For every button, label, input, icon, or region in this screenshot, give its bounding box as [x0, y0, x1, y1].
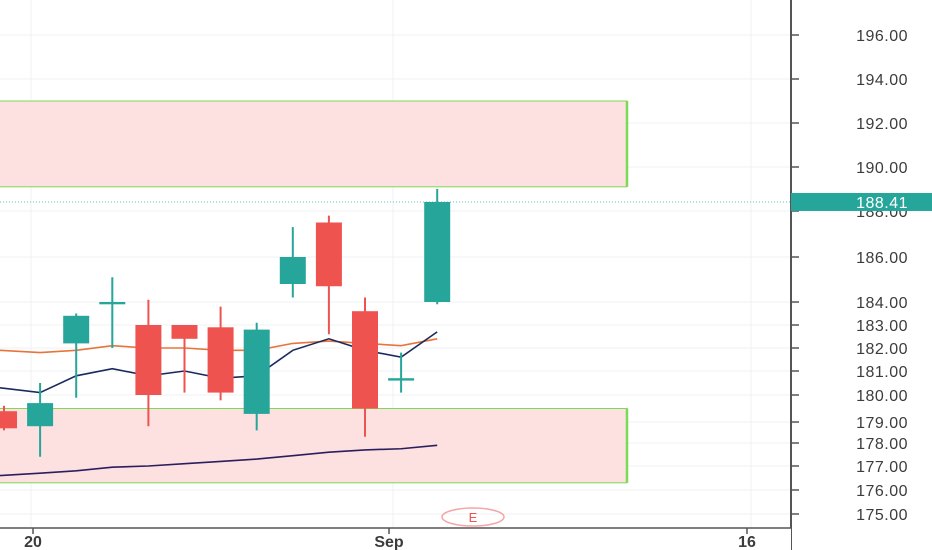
time-axis-bg — [0, 528, 791, 550]
price-tick-label-10: 180.00 — [856, 388, 908, 405]
candle-4 — [135, 299, 162, 427]
price-tick-label-12: 178.00 — [856, 436, 908, 453]
last-price-label: 188.41 — [856, 195, 908, 212]
price-tick-label-5: 186.00 — [856, 250, 908, 267]
candle-body-2 — [63, 315, 90, 344]
price-axis[interactable]: 196.00194.00192.00190.00188.00186.00184.… — [790, 0, 932, 550]
zone-0 — [0, 100, 628, 188]
price-tick-label-11: 179.00 — [856, 415, 908, 432]
candle-body-3 — [99, 302, 126, 305]
ma-long-line — [0, 444, 438, 477]
price-tick-label-6: 184.00 — [856, 295, 908, 312]
last-price-badge — [791, 192, 932, 211]
time-tick-label-0: 20 — [24, 534, 42, 550]
time-axis[interactable]: 20 Sep 16 — [0, 527, 791, 550]
candle-body-8 — [279, 257, 306, 284]
candle-body-0 — [0, 411, 17, 429]
candle-7 — [243, 322, 270, 431]
time-tick-label-2: 16 — [738, 534, 756, 550]
candle-body-12 — [424, 201, 451, 302]
price-tick-label-0: 196.00 — [856, 28, 908, 45]
candle-body-5 — [171, 325, 198, 339]
price-tick-label-1: 194.00 — [856, 72, 908, 89]
candle-body-9 — [315, 222, 342, 287]
candle-body-4 — [135, 325, 162, 395]
candle-0 — [0, 405, 17, 431]
event-marker-badge — [441, 507, 505, 527]
candle-5 — [171, 325, 198, 393]
candle-1 — [27, 383, 54, 457]
candle-6 — [207, 306, 234, 401]
price-tick-label-3: 190.00 — [856, 160, 908, 177]
candle-body-7 — [243, 329, 270, 414]
candle-body-6 — [207, 327, 234, 393]
candle-3 — [99, 277, 126, 348]
price-tick-label-2: 192.00 — [856, 116, 908, 133]
price-tick-label-15: 175.00 — [856, 507, 908, 524]
price-tick-label-9: 181.00 — [856, 364, 908, 381]
price-tick-label-13: 177.00 — [856, 459, 908, 476]
price-axis-bg — [791, 0, 932, 550]
candle-body-1 — [27, 403, 54, 427]
candle-2 — [63, 313, 90, 398]
time-tick-label-1: Sep — [374, 534, 404, 550]
price-tick-label-14: 176.00 — [856, 483, 908, 500]
candle-11 — [388, 352, 415, 393]
price-tick-label-7: 183.00 — [856, 318, 908, 335]
candle-8 — [279, 227, 306, 298]
candle-body-11 — [388, 378, 415, 381]
candle-body-10 — [352, 311, 378, 409]
candle-10 — [352, 297, 378, 437]
candle-9 — [315, 215, 342, 335]
price-tick-label-8: 182.00 — [856, 341, 908, 358]
supply-demand-zones — [0, 100, 791, 484]
event-marker-label: E — [469, 510, 478, 525]
zone-1 — [0, 408, 628, 484]
event-markers: E — [441, 507, 505, 527]
candlestick-series — [0, 189, 451, 457]
candle-12 — [424, 189, 451, 305]
